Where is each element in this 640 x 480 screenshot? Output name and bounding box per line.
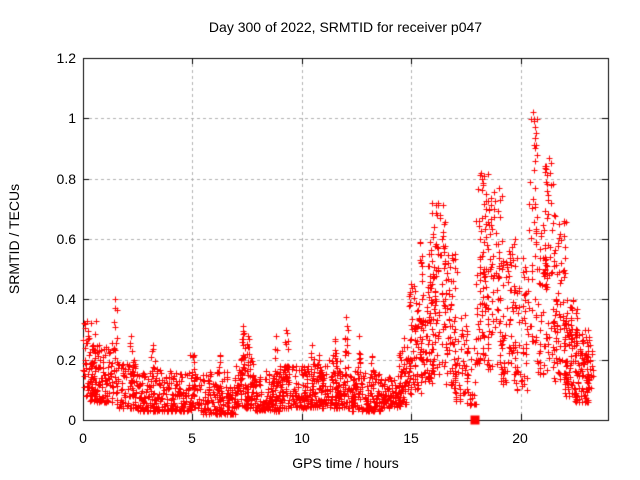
y-tick-label-1-2: 1.2 (56, 50, 76, 66)
x-tick-label-0: 0 (79, 430, 87, 446)
x-tick-label-5: 5 (188, 430, 196, 446)
y-tick-label-0-2: 0.2 (56, 352, 76, 368)
x-tick-label-20: 20 (512, 430, 528, 446)
y-tick-label-0: 0 (68, 412, 76, 428)
y-tick-label-0-6: 0.6 (56, 231, 76, 247)
x-tick-label-15: 15 (403, 430, 419, 446)
y-tick-label-0-4: 0.4 (56, 291, 76, 307)
y-axis-title: SRMTID / TECUs (6, 183, 22, 295)
chart-title: Day 300 of 2022, SRMTID for receiver p04… (208, 19, 483, 35)
y-tick-label-1: 1 (68, 110, 76, 126)
x-tick-label-10: 10 (294, 430, 310, 446)
x-axis-title: GPS time / hours (292, 455, 399, 471)
y-tick-label-0-8: 0.8 (56, 171, 76, 187)
